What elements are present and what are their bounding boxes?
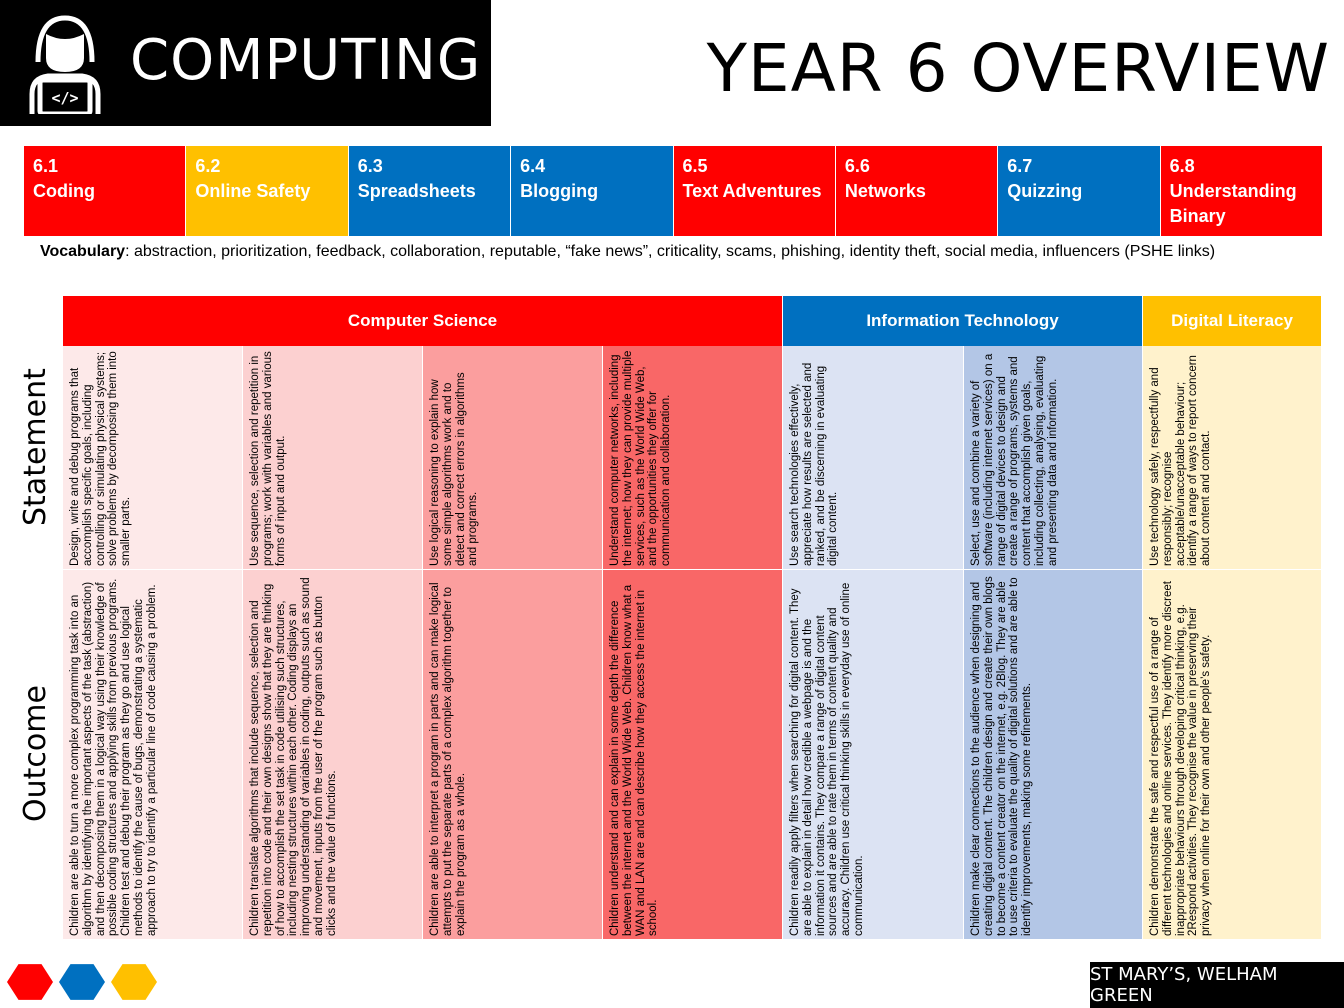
outcome-text: Children translate algorithms that inclu… [249,577,338,936]
outcome-text: Children make clear connections to the a… [970,576,1034,936]
statement-text: Design, write and debug programs that ac… [69,351,133,566]
vocabulary-label: Vocabulary [40,243,126,260]
unit-6-7: 6.7 Quizzing [998,146,1161,236]
unit-6-6: 6.6 Networks [835,146,999,236]
unit-number: 6.6 [844,156,870,176]
statement-text: Understand computer networks, including … [609,350,673,566]
unit-6-2: 6.2 Online Safety [186,146,349,236]
category-information-technology: Information Technology [783,296,1143,346]
statement-cell: Use search technologies effectively, app… [783,346,964,570]
row-label-outcome: Outcome [18,685,53,822]
statement-text: Use search technologies effectively, app… [789,362,840,566]
unit-number: 6.7 [1007,156,1033,176]
unit-name: Understanding Binary [1169,181,1297,226]
statement-cell: Use technology safely, respectfully and … [1143,346,1322,570]
outcome-cell: Children readily apply filters when sear… [783,570,964,940]
statement-cell: Design, write and debug programs that ac… [63,346,243,570]
unit-number: 6.4 [520,156,546,176]
vocabulary-line: Vocabulary: abstraction, prioritization,… [40,243,1215,261]
statement-text: Use sequence, selection and repetition i… [249,351,287,566]
school-name: ST MARY’S, WELHAM GREEN [1090,962,1344,1008]
unit-name: Networks [844,181,926,201]
unit-name: Spreadsheets [357,181,476,201]
statement-cell: Understand computer networks, including … [603,346,783,570]
units-bar: 6.1 Coding 6.2 Online Safety 6.3 Spreadsheets… [24,146,1322,236]
outcome-text: Children are able to turn a more complex… [69,578,158,936]
hexagon-3 [111,964,157,1000]
unit-6-1: 6.1 Coding [24,146,187,236]
unit-6-3: 6.3 Spreadsheets [348,146,512,236]
unit-number: 6.1 [33,156,59,176]
unit-number: 6.5 [682,156,708,176]
outcome-cell: Children translate algorithms that inclu… [243,570,423,940]
outcome-text: Children understand and can explain in s… [609,584,660,936]
coder-laptop-icon: </> [29,15,101,114]
unit-number: 6.3 [357,156,383,176]
row-label-statement: Statement [18,368,53,526]
statement-cell: Use sequence, selection and repetition i… [243,346,423,570]
unit-name: Quizzing [1007,181,1083,201]
subject-banner: </> COMPUTING [0,0,491,126]
hexagon-2 [59,964,105,1000]
unit-6-8: 6.8 Understanding Binary [1160,146,1322,236]
unit-name: Blogging [520,181,599,201]
unit-name: Online Safety [195,181,311,201]
hexagon-1 [7,964,53,1000]
statement-text: Use technology safely, respectfully and … [1149,355,1213,566]
statement-cell: Use logical reasoning to explain how som… [423,346,603,570]
outcome-text: Children demonstrate the safe and respec… [1149,581,1213,936]
statement-cell: Select, use and combine a variety of sof… [964,346,1143,570]
curriculum-grid: Computer Science Information Technology Di… [63,296,1322,940]
category-digital-literacy: Digital Literacy [1143,296,1322,346]
outcome-text: Children are able to interpret a program… [429,582,467,937]
unit-6-4: 6.4 Blogging [511,146,674,236]
unit-6-5: 6.5 Text Adventures [673,146,836,236]
statement-text: Use logical reasoning to explain how som… [429,372,480,566]
unit-name: Text Adventures [682,181,822,201]
outcome-cell: Children make clear connections to the a… [964,570,1143,940]
unit-number: 6.2 [195,156,221,176]
unit-name: Coding [33,181,95,201]
category-computer-science: Computer Science [63,296,783,346]
page-title: YEAR 6 OVERVIEW [706,30,1330,107]
vocabulary-text: : abstraction, prioritization, feedback,… [125,243,1216,260]
outcome-text: Children readily apply filters when sear… [789,582,865,936]
outcome-cell: Children understand and can explain in s… [603,570,783,940]
outcome-cell: Children demonstrate the safe and respec… [1143,570,1322,940]
outcome-cell: Children are able to turn a more complex… [63,570,243,940]
subject-title: COMPUTING [130,28,482,93]
outcome-cell: Children are able to interpret a program… [423,570,603,940]
hexagon-logo [7,964,157,1000]
code-glyph: </> [51,89,78,107]
statement-text: Select, use and combine a variety of sof… [970,353,1059,566]
unit-number: 6.8 [1169,156,1195,176]
